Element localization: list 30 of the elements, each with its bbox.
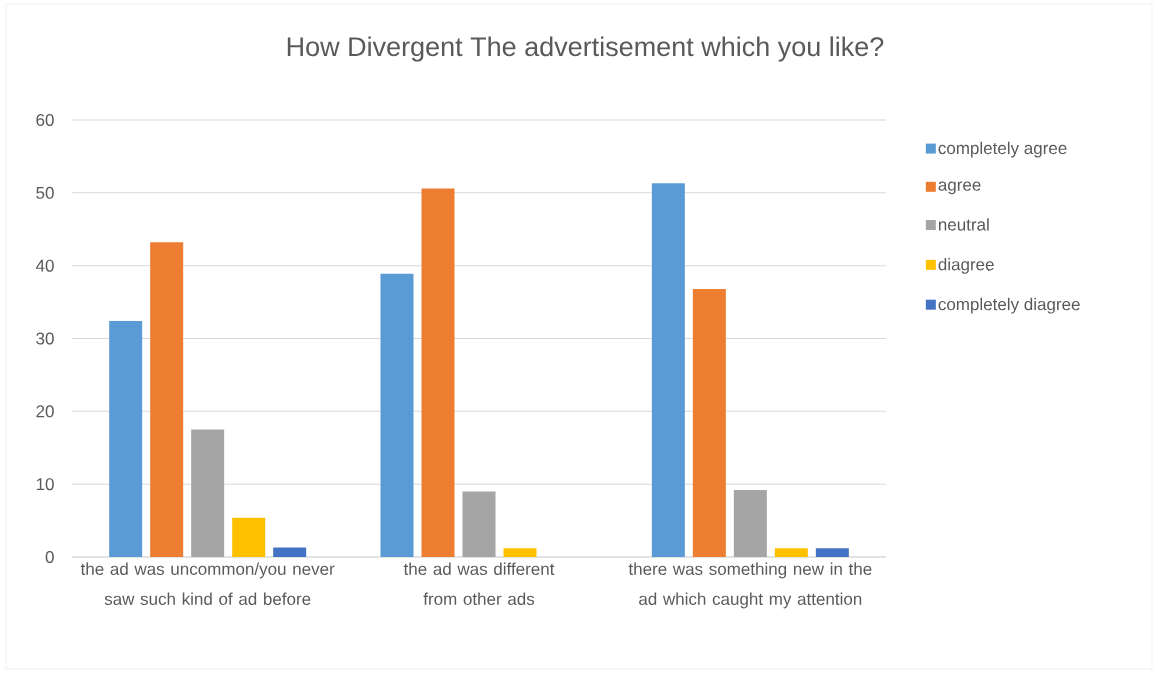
y-tick-label: 40 — [35, 259, 54, 272]
bar — [191, 429, 225, 557]
bar — [462, 491, 496, 557]
y-tick-label: 30 — [36, 332, 54, 345]
x-tick-label: the ad was uncommon/you never saw such kind of ad before — [80, 562, 335, 606]
bar — [150, 242, 184, 557]
bar — [733, 489, 767, 557]
legend-label: completely agree — [938, 141, 1067, 158]
bar — [380, 273, 414, 557]
bar — [421, 188, 455, 557]
bar — [273, 547, 307, 557]
bar — [503, 548, 537, 557]
legend-label: neutral — [938, 218, 989, 231]
legend-label: completely diagree — [938, 297, 1080, 314]
y-tick-label: 50 — [36, 186, 54, 199]
bar — [692, 288, 726, 557]
bar — [232, 517, 266, 557]
legend-label: agree — [938, 181, 981, 195]
y-tick-label: 10 — [36, 478, 54, 491]
bar — [651, 183, 685, 557]
chart-title: How Divergent The advertisement which you like? — [287, 36, 884, 62]
x-tick-label: there was something new in the ad which caught my attention — [628, 562, 872, 609]
x-tick-label: the ad was different from other ads — [403, 562, 555, 606]
y-tick-label: 60 — [36, 113, 54, 127]
legend-label: diagree — [938, 257, 994, 274]
y-tick-label: 20 — [36, 405, 54, 418]
y-tick-label: 0 — [45, 550, 54, 564]
bar — [774, 548, 808, 557]
bar — [109, 321, 143, 557]
bar — [815, 548, 849, 557]
